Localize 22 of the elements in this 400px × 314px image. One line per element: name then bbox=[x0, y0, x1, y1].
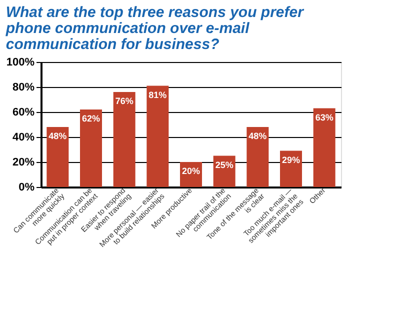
y-tick-label: 80% bbox=[12, 82, 35, 94]
y-tick-label: 100% bbox=[6, 56, 35, 68]
data-label: 20% bbox=[182, 166, 200, 176]
bar bbox=[113, 92, 136, 187]
bar bbox=[146, 86, 169, 187]
bar bbox=[313, 108, 336, 187]
bar bbox=[46, 127, 69, 187]
y-tick-label: 40% bbox=[12, 132, 35, 144]
bar bbox=[246, 127, 269, 187]
data-label: 29% bbox=[282, 154, 300, 165]
data-label: 62% bbox=[82, 114, 100, 124]
bar bbox=[80, 110, 102, 187]
chart-title: What are the top three reasons you prefer phone communication over e-mail communication for business? bbox=[4, 4, 305, 53]
y-tick-label: 0% bbox=[18, 182, 35, 194]
data-label: 76% bbox=[115, 96, 134, 106]
data-label: 48% bbox=[248, 131, 267, 141]
data-label: 25% bbox=[215, 160, 234, 170]
data-label: 48% bbox=[48, 131, 67, 141]
y-tick-label: 20% bbox=[12, 156, 35, 168]
data-label: 63% bbox=[315, 112, 334, 122]
data-label: 81% bbox=[148, 90, 167, 100]
y-tick-label: 60% bbox=[12, 106, 35, 118]
